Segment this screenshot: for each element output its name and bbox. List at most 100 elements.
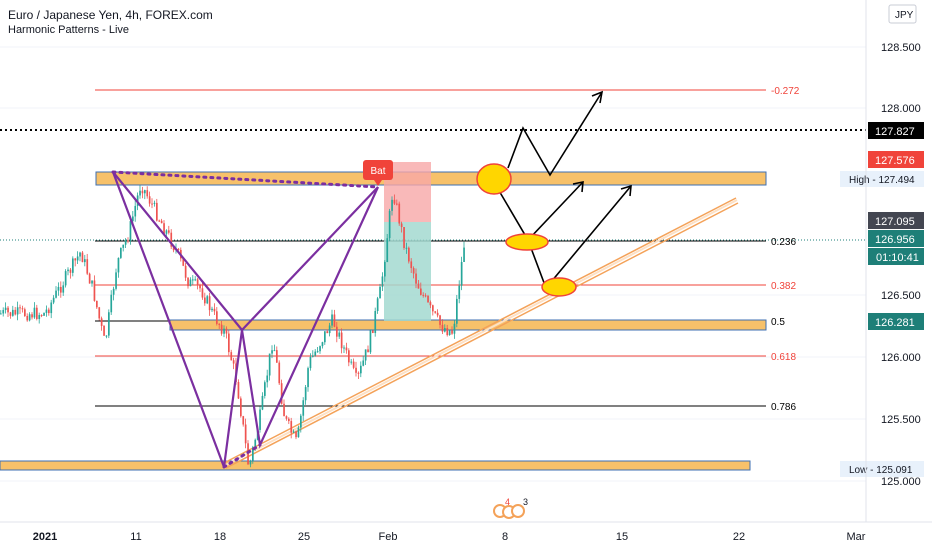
y-tick-126500: 126.500 — [881, 290, 921, 302]
candle-body — [427, 295, 429, 303]
price-axis-ticks: 128.500 128.000 126.500 126.000 125.500 … — [881, 42, 921, 488]
candle-body — [283, 403, 285, 417]
candle-body — [160, 220, 163, 224]
candle-body — [288, 418, 290, 422]
candle-body — [410, 261, 413, 269]
candle-body — [0, 313, 2, 315]
event-badges[interactable]: 4 3 — [493, 497, 528, 519]
candle-body — [285, 416, 288, 419]
candle-body — [100, 318, 103, 326]
candle-body — [232, 360, 235, 364]
candle-body — [228, 333, 230, 353]
candle-body — [408, 247, 410, 262]
candle-body — [194, 279, 197, 281]
candle-body — [388, 210, 391, 239]
x-tick-25: 25 — [298, 531, 310, 543]
zone-support — [169, 319, 767, 331]
candle-body — [391, 199, 393, 211]
y-tick-125500: 125.500 — [881, 414, 921, 426]
candle-body — [302, 400, 305, 416]
currency-box[interactable] — [888, 4, 917, 24]
candle-body — [26, 316, 29, 321]
event-badge-count-1: 4 — [505, 497, 510, 507]
candle-body — [223, 328, 225, 334]
fib-label-0236: 0.236 — [771, 237, 796, 248]
bat-label-text: Bat — [370, 166, 385, 177]
candle-body — [448, 330, 451, 336]
bat-pattern — [111, 170, 380, 469]
fib-labels: -0.272 0.236 0.382 0.5 0.618 0.786 — [771, 86, 800, 413]
candle-body — [201, 288, 204, 298]
candle-body — [292, 431, 295, 433]
candle-body — [376, 298, 379, 312]
fib-label-neg0272: -0.272 — [771, 86, 800, 97]
candle-body — [405, 247, 408, 249]
candle-body — [127, 240, 129, 242]
candle-body — [132, 216, 134, 222]
candle-body — [458, 285, 461, 299]
candle-body — [264, 382, 266, 396]
indicator-title[interactable]: Harmonic Patterns - Live — [8, 24, 130, 36]
y-tick-128000: 128.000 — [881, 103, 921, 115]
candle-body — [122, 244, 125, 248]
candle-body — [2, 310, 5, 314]
candle-body — [220, 324, 223, 334]
high-low-labels: High - 127.494 Low - 125.091 — [840, 171, 924, 477]
candle-body — [453, 323, 456, 334]
x-tick-11: 11 — [130, 531, 141, 543]
candle-body — [374, 311, 377, 333]
candle-body — [151, 203, 153, 205]
candle-body — [242, 416, 245, 425]
candle-body — [216, 311, 218, 324]
candle-body — [324, 331, 326, 343]
candle-body — [352, 361, 355, 368]
candle-body — [31, 314, 33, 318]
candle-body — [108, 312, 110, 336]
candle-body — [144, 190, 146, 194]
candle-body — [276, 350, 278, 363]
candle-body — [14, 309, 17, 315]
candle-body — [367, 349, 369, 353]
candle-body — [72, 258, 74, 273]
candle-body — [139, 190, 141, 196]
candle-body — [424, 295, 427, 297]
symbol-title[interactable]: Euro / Japanese Yen, 4h, FOREX.com — [8, 8, 213, 22]
candle-body — [244, 424, 247, 444]
candle-body — [206, 296, 209, 304]
arrow-head-mid — [572, 181, 584, 193]
candle-body — [312, 355, 314, 357]
candle-body — [105, 335, 108, 337]
x-tick-feb: Feb — [379, 531, 398, 543]
candle-body — [254, 439, 257, 448]
price-label-126281: 126.281 — [875, 317, 915, 329]
candle-body — [384, 262, 386, 277]
y-tick-126000: 126.000 — [881, 352, 921, 364]
candle-body — [316, 351, 319, 353]
candle-body — [19, 307, 21, 309]
candle-body — [369, 330, 372, 353]
candle-body — [148, 196, 151, 204]
candle-body — [381, 276, 384, 287]
candle-body — [436, 312, 439, 316]
currency-label[interactable]: JPY — [895, 10, 914, 21]
candle-body — [362, 360, 365, 366]
candle-body — [456, 298, 458, 324]
candle-body — [297, 427, 300, 438]
candle-body — [350, 361, 353, 363]
candle-body — [67, 269, 69, 272]
candle-body — [278, 362, 281, 384]
candle-body — [158, 220, 161, 222]
candle-body — [170, 232, 173, 247]
candle-body — [86, 259, 89, 274]
candle-body — [103, 325, 105, 336]
candle-body — [218, 323, 221, 325]
candle-body — [417, 283, 420, 289]
candle-body — [444, 328, 446, 332]
candle-body — [16, 307, 19, 315]
candle-body — [338, 332, 341, 337]
candle-body — [343, 347, 345, 349]
candle-body — [52, 297, 55, 303]
time-axis-ticks: 2021 11 18 25 Feb 8 15 22 Mar — [33, 531, 866, 543]
